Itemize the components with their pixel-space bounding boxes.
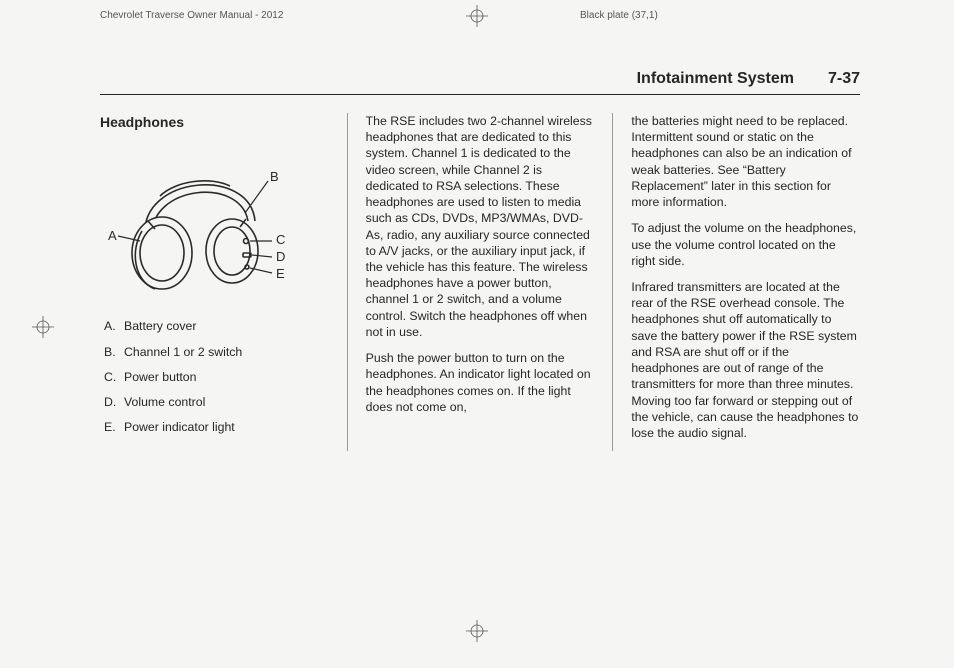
headphones-subhead: Headphones — [100, 113, 329, 131]
legend-text: Volume control — [124, 394, 205, 410]
body-text: To adjust the volume on the headphones, … — [631, 220, 860, 269]
headphones-figure: A B C D E — [100, 141, 300, 306]
legend-letter: D. — [100, 394, 124, 410]
fig-label-e: E — [276, 266, 285, 281]
legend-letter: A. — [100, 318, 124, 334]
legend-item: B. Channel 1 or 2 switch — [100, 344, 329, 360]
column-1: Headphones — [100, 113, 329, 451]
fig-label-b: B — [270, 169, 279, 184]
body-text: The RSE includes two 2-channel wireless … — [366, 113, 595, 340]
legend-item: A. Battery cover — [100, 318, 329, 334]
legend-text: Power button — [124, 369, 196, 385]
legend-text: Power indicator light — [124, 419, 235, 435]
body-text: Push the power button to turn on the hea… — [366, 350, 595, 415]
legend-text: Battery cover — [124, 318, 196, 334]
legend-item: E. Power indicator light — [100, 419, 329, 435]
registration-mark-icon — [466, 620, 488, 642]
column-2: The RSE includes two 2-channel wireless … — [347, 113, 595, 451]
fig-label-a: A — [108, 228, 117, 243]
legend-letter: C. — [100, 369, 124, 385]
fig-label-c: C — [276, 232, 285, 247]
fig-label-d: D — [276, 249, 285, 264]
figure-legend: A. Battery cover B. Channel 1 or 2 switc… — [100, 318, 329, 435]
body-text: the batteries might need to be replaced.… — [631, 113, 860, 210]
legend-text: Channel 1 or 2 switch — [124, 344, 242, 360]
plate-label: Black plate (37,1) — [580, 10, 658, 21]
body-text: Infrared transmitters are located at the… — [631, 279, 860, 441]
registration-mark-icon — [32, 316, 54, 338]
legend-item: C. Power button — [100, 369, 329, 385]
page-number: 7-37 — [828, 70, 860, 88]
column-3: the batteries might need to be replaced.… — [612, 113, 860, 451]
section-header: Infotainment System 7-37 — [100, 70, 860, 94]
legend-letter: E. — [100, 419, 124, 435]
legend-item: D. Volume control — [100, 394, 329, 410]
header-rule — [100, 94, 860, 95]
body-columns: Headphones — [100, 113, 860, 451]
section-title: Infotainment System — [637, 70, 794, 88]
page-content: Infotainment System 7-37 Headphones — [100, 70, 860, 451]
legend-letter: B. — [100, 344, 124, 360]
registration-mark-icon — [466, 5, 488, 27]
doc-title-header: Chevrolet Traverse Owner Manual - 2012 — [100, 10, 283, 21]
